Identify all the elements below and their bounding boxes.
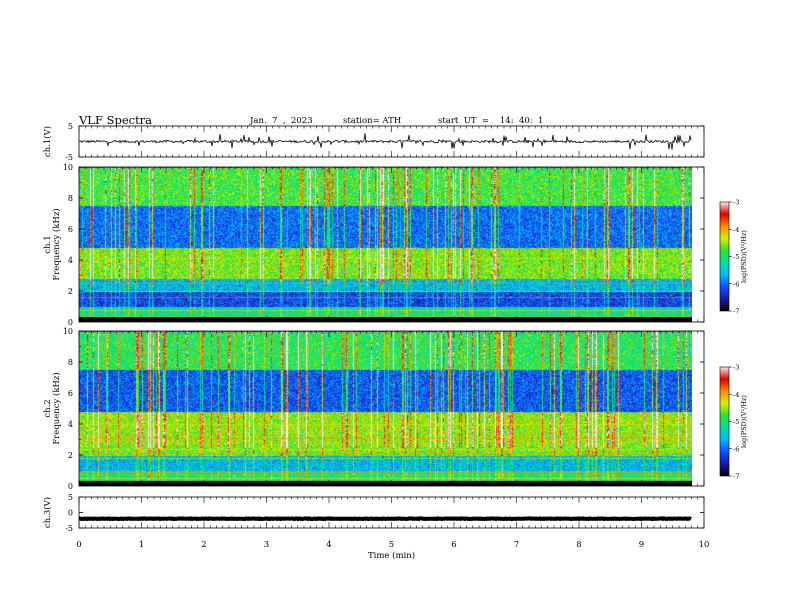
ytick-label: 0 xyxy=(68,509,73,518)
colorbar-tick-label: -3 xyxy=(733,364,739,372)
ytick-label: 10 xyxy=(63,163,73,172)
ytick-label: 0 xyxy=(68,318,73,327)
colorbar-3 xyxy=(719,366,730,477)
ytick-label: -5 xyxy=(65,524,73,533)
colorbar-tick-label: -4 xyxy=(733,226,739,234)
ylabel-channel: ch.2 xyxy=(43,399,53,417)
xtick-label: 0 xyxy=(76,540,81,550)
colorbar-tick-label: -7 xyxy=(733,308,739,316)
spectrogram-3 xyxy=(79,331,692,486)
ytick-label: 5 xyxy=(68,122,73,131)
xtick-label: 10 xyxy=(699,540,710,550)
ytick-label: 5 xyxy=(68,493,73,502)
start-time-label: start UT = 14: 40: 1 xyxy=(438,116,543,126)
ytick-label: 10 xyxy=(63,327,73,336)
ylabel-frequency: Frequency (kHz) xyxy=(51,208,62,280)
ytick-label: 0 xyxy=(68,482,73,491)
xtick-label: 8 xyxy=(576,540,581,550)
colorbar-tick-label: -3 xyxy=(733,199,739,207)
ytick-label: 8 xyxy=(68,358,73,367)
ytick-label: 2 xyxy=(68,287,73,296)
colorbar-2 xyxy=(719,201,730,312)
figure-title: VLF Spectra xyxy=(78,113,152,127)
ylabel-ch3-waveform: ch.3(V) xyxy=(42,497,53,528)
xtick-label: 3 xyxy=(264,540,269,550)
ytick-label: 2 xyxy=(68,451,73,460)
xtick-label: 6 xyxy=(451,540,456,550)
colorbar-tick-label: -6 xyxy=(733,445,739,453)
xtick-label: 4 xyxy=(326,540,331,550)
ytick-label: 8 xyxy=(68,194,73,203)
xtick-label: 7 xyxy=(514,540,519,550)
colorbar-tick-label: -5 xyxy=(733,253,739,261)
station-label: station= ATH xyxy=(343,116,401,126)
date-label: Jan. 7 , 2023 xyxy=(249,116,313,126)
xtick-label: 2 xyxy=(201,540,206,550)
ytick-label: 6 xyxy=(68,389,73,398)
ytick-label: 4 xyxy=(68,256,73,265)
colorbar-tick-label: -5 xyxy=(733,418,739,426)
colorbar-label: log(PSD)(V²/Hz) xyxy=(740,230,748,283)
ch3-waveform-trace xyxy=(78,516,692,522)
ylabel-ch1-waveform: ch.1(V) xyxy=(42,126,53,157)
spectrogram-2 xyxy=(79,167,692,322)
colorbar-tick-label: -6 xyxy=(733,280,739,288)
ytick-label: -5 xyxy=(65,153,73,162)
ylabel-channel: ch.1 xyxy=(43,235,53,253)
ytick-label: 4 xyxy=(68,420,73,429)
xtick-label: 5 xyxy=(389,540,394,550)
colorbar-tick-label: -7 xyxy=(733,473,739,481)
ch1-waveform-trace xyxy=(78,133,692,150)
xlabel-time: Time (min) xyxy=(368,550,415,561)
xtick-label: 1 xyxy=(139,540,144,550)
xtick-label: 9 xyxy=(639,540,644,550)
colorbar-tick-label: -4 xyxy=(733,391,739,399)
ytick-label: 6 xyxy=(68,225,73,234)
colorbar-label: log(PSD)(V²/Hz) xyxy=(740,395,748,448)
ylabel-frequency: Frequency (kHz) xyxy=(51,372,62,444)
